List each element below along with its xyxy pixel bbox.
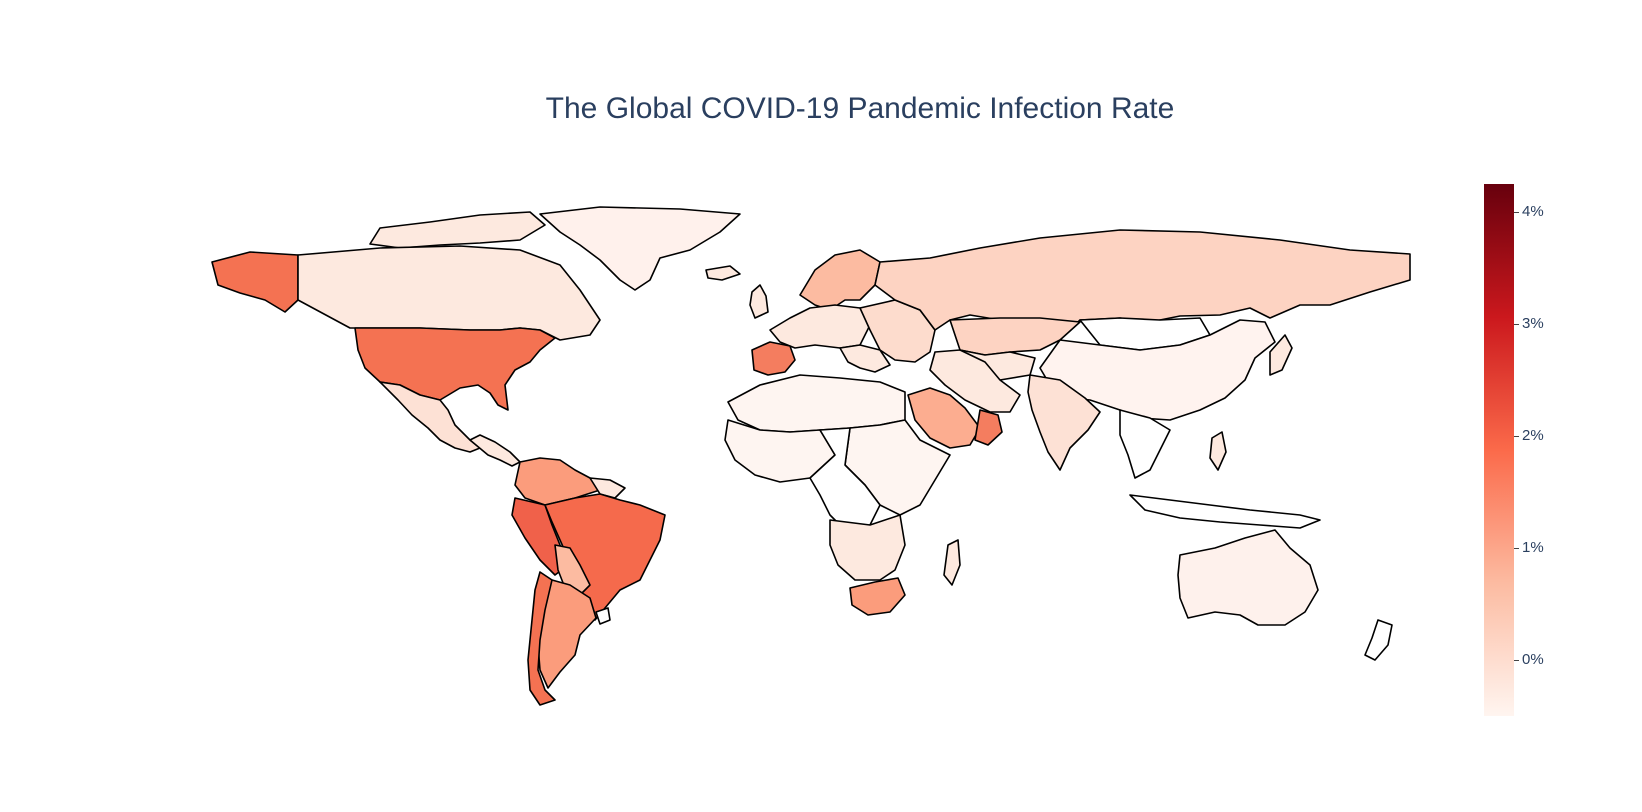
colorbar-tickmark xyxy=(1514,324,1519,325)
region-central-america[interactable] xyxy=(469,434,521,467)
region-australia[interactable] xyxy=(1177,529,1319,626)
colorbar-tick-label: 3% xyxy=(1522,315,1544,332)
region-russia[interactable] xyxy=(874,229,1411,341)
region-japan[interactable] xyxy=(1269,334,1293,376)
colorbar-tick-label: 2% xyxy=(1522,427,1544,444)
region-madagascar[interactable] xyxy=(943,539,961,586)
region-iran[interactable] xyxy=(929,349,1021,413)
region-italy-balkans[interactable] xyxy=(839,344,891,373)
colorbar-tick-label: 1% xyxy=(1522,539,1544,556)
region-canada[interactable] xyxy=(297,245,601,341)
map-outlines xyxy=(211,206,1411,706)
region-iceland[interactable] xyxy=(705,265,741,281)
region-guianas[interactable] xyxy=(589,477,626,499)
region-south-africa[interactable] xyxy=(849,577,906,616)
region-spain[interactable] xyxy=(751,341,796,376)
region-greenland[interactable] xyxy=(539,206,741,291)
region-alaska[interactable] xyxy=(211,251,299,313)
region-chile[interactable] xyxy=(527,571,556,706)
colorbar-tickmark xyxy=(1514,660,1519,661)
colorbar-tick-label: 0% xyxy=(1522,651,1544,668)
region-india[interactable] xyxy=(1027,374,1101,471)
region-canada-islands[interactable] xyxy=(369,211,546,249)
region-western-europe[interactable] xyxy=(769,304,871,349)
colorbar-gradient xyxy=(1484,184,1514,716)
region-indonesia[interactable] xyxy=(1129,494,1321,529)
region-oman[interactable] xyxy=(974,409,1003,446)
region-new-zealand[interactable] xyxy=(1364,619,1393,661)
region-north-africa[interactable] xyxy=(727,374,906,433)
region-philippines[interactable] xyxy=(1209,431,1227,471)
colorbar-tick-label: 4% xyxy=(1522,203,1544,220)
region-southern-africa[interactable] xyxy=(829,514,906,581)
colorbar-tickmark xyxy=(1514,548,1519,549)
region-scandinavia[interactable] xyxy=(799,249,881,311)
colorbar-tickmark xyxy=(1514,212,1519,213)
region-southeast-asia[interactable] xyxy=(1119,409,1171,479)
region-uk[interactable] xyxy=(749,284,769,319)
region-united-states[interactable] xyxy=(354,327,556,411)
map-title: The Global COVID-19 Pandemic Infection R… xyxy=(545,92,1175,125)
region-uruguay[interactable] xyxy=(595,607,611,625)
colorbar-tickmark xyxy=(1514,436,1519,437)
